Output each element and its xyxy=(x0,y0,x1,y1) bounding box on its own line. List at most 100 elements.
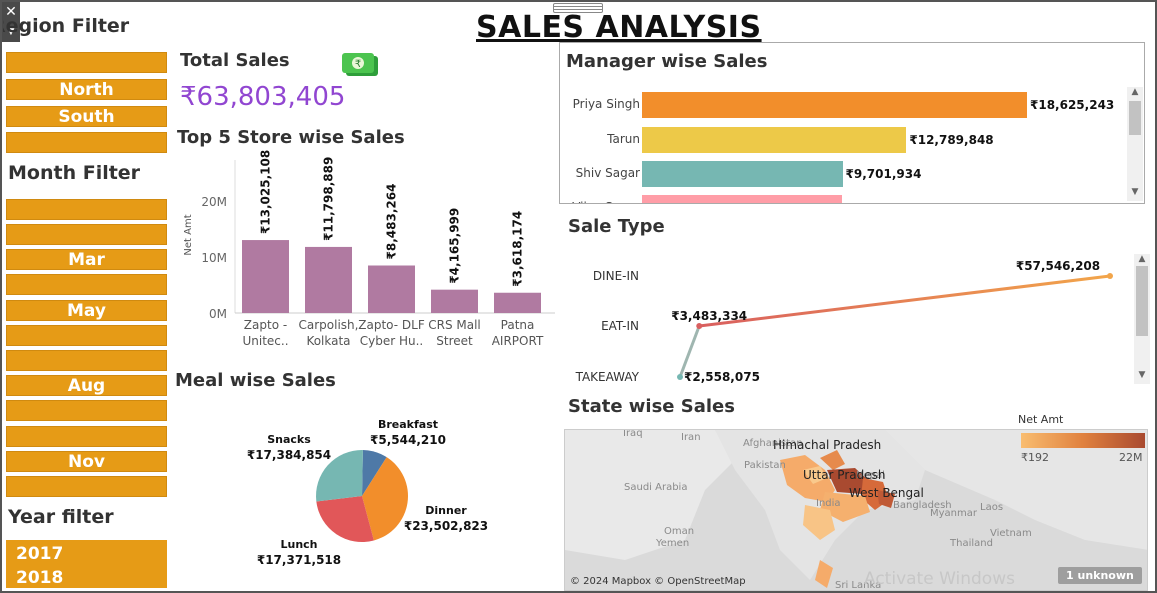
sale-type-scroll-thumb[interactable] xyxy=(1136,266,1148,336)
manager-bar[interactable] xyxy=(642,161,843,187)
month-filter-item[interactable]: Mar xyxy=(6,249,167,270)
map-place-label: Sri Lanka xyxy=(835,580,882,591)
page-title: SALES ANALYSIS xyxy=(476,10,762,45)
manager-chart-panel: Manager wise Sales Priya Singh ₹18,625,24… xyxy=(559,42,1145,204)
store-sales-chart: 20M 10M 0M Net Amt ₹13,025,108 Zapto - Unitec.… xyxy=(183,150,555,348)
meal-value-label: ₹5,544,210 xyxy=(370,433,446,447)
store-category-label: Cyber Hu.. xyxy=(360,334,424,348)
sale-type-chart: DINE-IN ₹57,546,208 EAT-IN ₹3,483,334 TAKEAW… xyxy=(575,259,1113,384)
year-item-2018[interactable]: 2018 xyxy=(16,568,64,588)
month-filter-item[interactable] xyxy=(6,426,167,447)
meal-slice xyxy=(362,450,387,496)
month-filter-item[interactable] xyxy=(6,350,167,371)
map-place-label: Myanmar xyxy=(930,508,977,519)
map-credit: © 2024 Mapbox © OpenStreetMap xyxy=(570,576,746,587)
year-item-2017[interactable]: 2017 xyxy=(16,544,64,564)
state-map-title: State wise Sales xyxy=(568,396,735,417)
store-bar-value-label: ₹11,798,889 xyxy=(322,157,336,241)
manager-scroll-thumb[interactable] xyxy=(1129,101,1141,135)
month-filter-item[interactable]: Aug xyxy=(6,375,167,396)
month-filter-item[interactable] xyxy=(6,325,167,346)
store-category-label: Unitec.. xyxy=(242,334,288,348)
manager-bar-value: ₹12,789,848 xyxy=(909,133,994,147)
year-filter-list[interactable]: 2017 2018 xyxy=(6,540,167,588)
meal-category-label: Snacks xyxy=(267,433,311,446)
region-filter-item[interactable]: South xyxy=(6,106,167,127)
sale-type-title: Sale Type xyxy=(568,216,665,237)
sale-type-label: EAT-IN xyxy=(601,319,639,333)
legend-max: 22M xyxy=(1119,451,1143,464)
meal-value-label: ₹23,502,823 xyxy=(404,519,488,533)
month-filter-item[interactable] xyxy=(6,274,167,295)
map-place-label: Thailand xyxy=(950,538,993,549)
region-filter-item[interactable]: North xyxy=(6,79,167,100)
state-sales-map[interactable]: Iraq Iran Afghanistan Pakistan Saudi Arabia O… xyxy=(564,429,1148,591)
map-place-label: Yemen xyxy=(656,538,690,549)
store-bar-value-label: ₹3,618,174 xyxy=(511,211,525,287)
total-sales-title: Total Sales xyxy=(180,50,290,71)
meal-value-label: ₹17,384,854 xyxy=(247,448,331,462)
legend-min: ₹192 xyxy=(1021,451,1049,464)
map-place-label: Iran xyxy=(681,432,701,443)
sale-type-scrollbar[interactable]: ▲ ▼ xyxy=(1134,254,1150,384)
store-category-label: CRS Mall xyxy=(428,318,481,332)
store-category-label: Zapto - xyxy=(244,318,287,332)
map-state-west-bengal[interactable]: West Bengal xyxy=(849,486,924,500)
y-tick-label: 20M xyxy=(201,195,227,209)
scroll-down-icon[interactable]: ▼ xyxy=(1138,370,1146,380)
month-filter-item[interactable]: May xyxy=(6,300,167,321)
month-filter-item[interactable] xyxy=(6,224,167,245)
sale-line-segment xyxy=(678,325,701,378)
sale-line-segment xyxy=(699,274,1111,328)
month-filter-item[interactable] xyxy=(6,400,167,421)
meal-chart-title: Meal wise Sales xyxy=(175,370,336,391)
manager-label: Vijay Sagar xyxy=(560,200,640,203)
month-filter-item[interactable] xyxy=(6,199,167,220)
region-filter-item[interactable] xyxy=(6,52,167,73)
y-tick-label: 0M xyxy=(209,307,227,321)
sale-point xyxy=(1107,273,1113,279)
store-category-label: Carpolish, xyxy=(299,318,359,332)
month-filter-item[interactable]: Nov xyxy=(6,451,167,472)
map-place-label: Bangladesh xyxy=(893,500,952,511)
map-place-label: Iraq xyxy=(623,429,643,439)
meal-slice xyxy=(316,496,374,542)
store-bar-value-label: ₹13,025,108 xyxy=(259,150,273,234)
store-bar xyxy=(305,246,352,313)
store-category-label: Street xyxy=(436,334,473,348)
manager-scrollbar[interactable]: ▲ ▼ xyxy=(1127,87,1143,201)
y-axis-label: Net Amt xyxy=(183,214,194,255)
map-place-label: Laos xyxy=(980,502,1004,513)
sale-value-label: ₹2,558,075 xyxy=(684,370,760,384)
sale-type-label: DINE-IN xyxy=(593,269,639,283)
map-place-label: Pakistan xyxy=(744,460,786,471)
map-place-label: Nepal xyxy=(856,470,885,481)
map-state-himachal[interactable]: Himachal Pradesh xyxy=(773,438,882,452)
meal-category-label: Breakfast xyxy=(378,418,438,431)
drag-handle-icon[interactable] xyxy=(553,3,603,13)
meal-value-label: ₹17,371,518 xyxy=(257,553,341,567)
close-icon[interactable]: ✕ xyxy=(2,2,20,22)
month-filter-item[interactable] xyxy=(6,476,167,497)
manager-bar[interactable] xyxy=(642,127,907,153)
y-tick-label: 10M xyxy=(201,251,227,265)
region-filter-title: Region Filter xyxy=(3,15,130,37)
store-category-label: Kolkata xyxy=(306,334,350,348)
dropdown-menu-icon[interactable]: ▼ xyxy=(2,22,20,42)
store-bar xyxy=(368,265,415,313)
meal-category-label: Lunch xyxy=(280,538,317,551)
manager-bar[interactable] xyxy=(642,195,842,203)
map-state-uttar-pradesh[interactable]: Uttar Pradesh xyxy=(803,468,886,482)
sale-point xyxy=(696,323,703,329)
meal-sales-chart: Breakfast ₹5,544,210 Dinner ₹23,502,823 Lunc… xyxy=(247,418,488,567)
manager-bar[interactable] xyxy=(642,92,1027,118)
scroll-up-icon[interactable]: ▲ xyxy=(1138,254,1146,264)
manager-bar-value: ₹9,701,934 xyxy=(845,167,922,181)
scroll-down-icon[interactable]: ▼ xyxy=(1131,187,1139,197)
unknown-badge[interactable]: 1 unknown xyxy=(1058,567,1142,584)
region-filter-item[interactable] xyxy=(6,132,167,153)
scroll-up-icon[interactable]: ▲ xyxy=(1131,87,1139,97)
map-landmass xyxy=(565,430,1147,590)
manager-label: Tarun xyxy=(607,132,640,146)
